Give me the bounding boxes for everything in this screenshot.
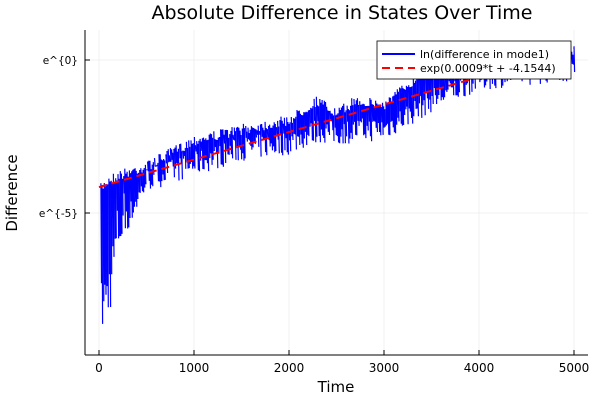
- grid: [85, 30, 588, 355]
- x-tick-label: 3000: [369, 361, 400, 375]
- series-line-fit: [98, 48, 575, 189]
- legend-label-1: exp(0.0009*t + -4.1544): [420, 62, 556, 75]
- x-axis-label: Time: [317, 378, 355, 396]
- x-tick-label: 1000: [179, 361, 210, 375]
- x-tick-label: 5000: [559, 361, 590, 375]
- series-layer: [98, 40, 576, 324]
- series-line-difference: [100, 40, 576, 324]
- x-tick-label: 4000: [464, 361, 495, 375]
- legend-label-0: ln(difference in mode1): [420, 48, 549, 61]
- ticks: 0 1000 2000 3000 4000 5000 e^{0} e^{-5}: [39, 55, 589, 375]
- x-tick-label: 2000: [274, 361, 305, 375]
- legend: ln(difference in mode1) exp(0.0009*t + -…: [376, 40, 572, 80]
- y-tick-label: e^{-5}: [39, 208, 78, 220]
- y-tick-label: e^{0}: [43, 55, 78, 67]
- y-axis-label: Difference: [3, 154, 21, 231]
- chart-title: Absolute Difference in States Over Time: [152, 2, 533, 24]
- x-tick-label: 0: [95, 361, 103, 375]
